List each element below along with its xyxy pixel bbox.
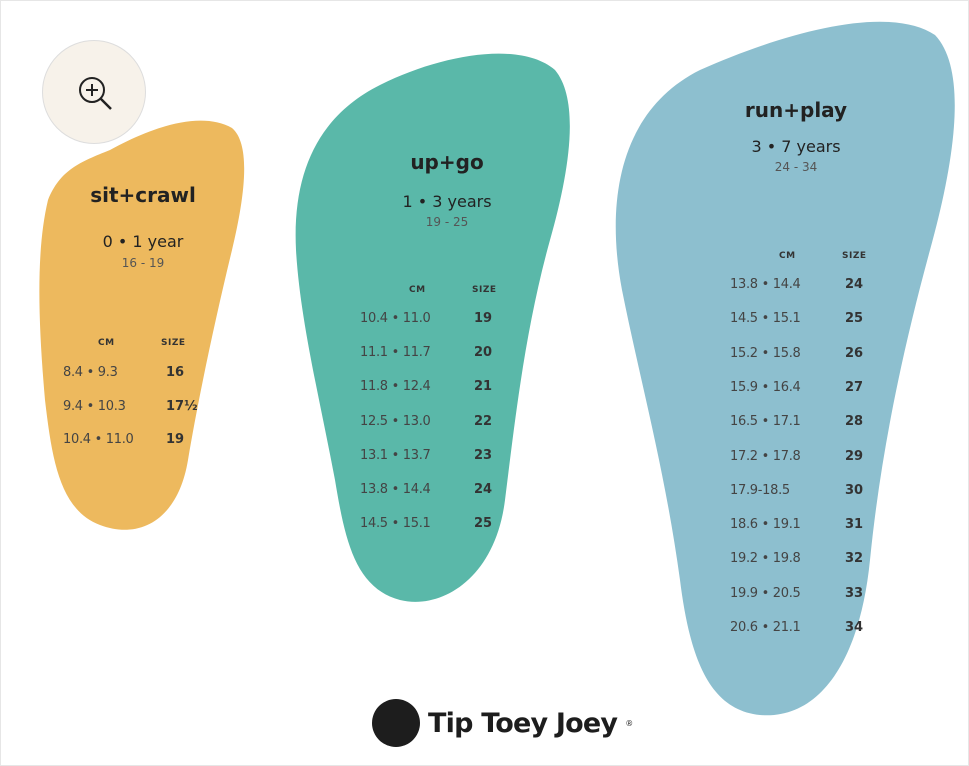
size-cell: 23 — [474, 447, 493, 463]
cm-cell: 10.4 • 11.0 — [360, 311, 431, 326]
size-cell: 20 — [474, 345, 493, 361]
size-cell: 24 — [474, 482, 493, 497]
cm-cell: 16.5 • 17.1 — [730, 414, 801, 430]
kangaroo-logo-icon — [372, 699, 420, 747]
cm-cell: 9.4 • 10.3 — [63, 398, 126, 414]
sit-crawl-title: sit+crawl — [90, 183, 196, 207]
zoom-button[interactable] — [42, 40, 146, 144]
run-play-age-range: 3 • 7 years — [751, 137, 841, 156]
sit-crawl-age-range: 0 • 1 year — [102, 232, 184, 251]
sit-crawl-size-range: 16 - 19 — [121, 256, 165, 270]
size-cell: 22 — [474, 413, 493, 429]
run-play-foot — [615, 21, 955, 716]
cm-cell: 11.8 • 12.4 — [360, 379, 431, 395]
size-cell: 28 — [845, 414, 864, 430]
size-cell: 27 — [845, 379, 864, 395]
up-go-foot — [295, 53, 570, 602]
cm-cell: 10.4 • 11.0 — [63, 432, 134, 447]
cm-cell: 19.2 • 19.8 — [730, 551, 801, 567]
run-play-title: run+play — [744, 98, 848, 122]
size-cell: 24 — [845, 277, 864, 292]
size-cell: 21 — [474, 379, 493, 395]
up-go-size-range: 19 - 25 — [425, 215, 469, 229]
cm-cell: 17.9-18.5 — [730, 482, 790, 498]
sit-crawl-foot — [39, 120, 245, 530]
cm-header: CM — [409, 285, 426, 295]
cm-cell: 17.2 • 17.8 — [730, 448, 801, 464]
cm-cell: 18.6 • 19.1 — [730, 517, 801, 533]
cm-cell: 15.2 • 15.8 — [730, 345, 801, 361]
cm-header: CM — [779, 251, 796, 261]
brand-name: Tip Toey Joey — [428, 707, 618, 739]
cm-cell: 14.5 • 15.1 — [360, 516, 431, 532]
size-cell: 19 — [166, 432, 185, 447]
cm-cell: 14.5 • 15.1 — [730, 311, 801, 327]
size-cell: 17½ — [166, 398, 198, 414]
cm-cell: 19.9 • 20.5 — [730, 585, 801, 601]
size-header: SIZE — [161, 338, 186, 348]
size-cell: 33 — [845, 585, 864, 601]
size-cell: 32 — [845, 551, 864, 567]
size-cell: 16 — [166, 365, 185, 380]
cm-cell: 8.4 • 9.3 — [63, 365, 118, 380]
cm-header: CM — [98, 338, 115, 348]
run-play-size-range: 24 - 34 — [774, 160, 818, 174]
size-cell: 30 — [845, 482, 864, 498]
brand-logo: Tip Toey Joey ® — [372, 699, 633, 747]
cm-cell: 13.1 • 13.7 — [360, 447, 431, 463]
size-cell: 29 — [845, 448, 864, 464]
up-go-title: up+go — [410, 150, 484, 174]
cm-cell: 15.9 • 16.4 — [730, 379, 801, 395]
cm-cell: 20.6 • 21.1 — [730, 620, 801, 635]
up-go-age-range: 1 • 3 years — [402, 192, 492, 211]
size-header: SIZE — [842, 251, 867, 261]
cm-cell: 13.8 • 14.4 — [730, 277, 801, 292]
size-cell: 34 — [845, 620, 864, 635]
size-cell: 26 — [845, 345, 864, 361]
cm-cell: 11.1 • 11.7 — [360, 345, 431, 361]
zoom-in-icon — [79, 77, 112, 110]
size-cell: 31 — [845, 517, 864, 533]
cm-cell: 12.5 • 13.0 — [360, 413, 431, 429]
size-header: SIZE — [472, 285, 497, 295]
cm-cell: 13.8 • 14.4 — [360, 482, 431, 497]
trademark: ® — [625, 718, 634, 728]
size-cell: 25 — [474, 516, 493, 532]
size-cell: 25 — [845, 311, 864, 327]
size-cell: 19 — [474, 311, 493, 326]
